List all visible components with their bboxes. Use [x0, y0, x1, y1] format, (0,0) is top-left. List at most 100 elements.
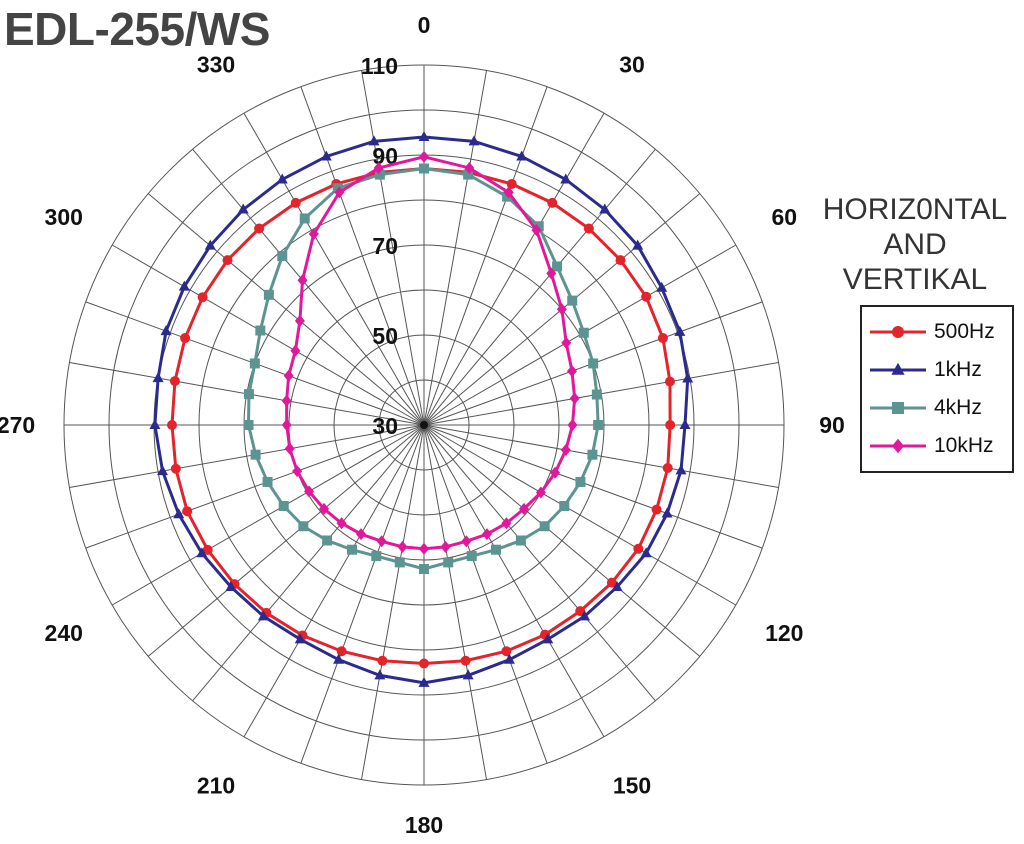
diamond-marker	[501, 517, 512, 530]
grid-spoke	[423, 424, 605, 738]
triangle-marker	[674, 325, 686, 336]
circle-marker	[665, 420, 676, 430]
square-marker	[443, 557, 454, 568]
grid-spoke	[423, 86, 548, 426]
circle-marker	[583, 223, 594, 234]
square-marker	[552, 261, 563, 272]
triangle-marker	[333, 653, 345, 664]
diamond-marker	[503, 186, 514, 199]
grid-spoke	[423, 424, 656, 702]
legend-title-line: HORIZ0NTAL	[822, 193, 1008, 226]
grid-spoke	[111, 424, 425, 606]
legend-item: 4kHz	[862, 393, 1012, 423]
square-marker	[322, 535, 333, 546]
legend-label: 4kHz	[934, 396, 982, 419]
circle-marker	[202, 544, 213, 555]
circle-marker	[615, 255, 626, 266]
grid-spoke	[85, 424, 425, 549]
diamond-marker	[464, 161, 475, 174]
angle-label: 270	[0, 412, 35, 438]
diamond-marker	[461, 535, 472, 548]
square-marker	[892, 402, 904, 414]
diamond-marker	[319, 502, 330, 515]
triangle-marker	[418, 131, 430, 141]
diamond-marker	[550, 466, 561, 479]
diamond-marker	[334, 186, 345, 199]
angle-label: 120	[765, 620, 803, 646]
diamond-marker	[373, 161, 384, 174]
grid-spoke	[300, 424, 425, 764]
circle-marker	[633, 543, 644, 554]
diamond-marker	[284, 442, 295, 455]
square-marker	[278, 501, 289, 511]
square-marker	[491, 544, 501, 555]
triangle-marker	[157, 465, 169, 476]
square-marker	[588, 358, 599, 369]
grid-spoke	[423, 148, 656, 426]
diamond-marker	[892, 438, 904, 454]
triangle-marker	[560, 173, 572, 184]
series-line-10kHz	[285, 155, 577, 551]
legend-label: 500Hz	[934, 320, 995, 343]
grid-spoke	[147, 193, 425, 426]
diamond-marker	[304, 485, 315, 498]
triangle-marker	[462, 669, 474, 680]
square-marker	[250, 449, 261, 460]
triangle-marker	[204, 239, 216, 250]
grid-spoke	[423, 424, 548, 764]
triangle-marker	[196, 547, 208, 558]
legend-title-line: AND	[883, 228, 947, 261]
diamond-marker	[356, 528, 366, 541]
triangle-marker	[611, 580, 623, 591]
triangle-marker	[173, 508, 185, 519]
triangle-marker	[320, 150, 332, 161]
circle-marker	[167, 420, 177, 430]
legend-swatch	[870, 438, 926, 454]
square-marker	[587, 449, 598, 460]
grid-spoke	[69, 424, 425, 489]
triangle-marker	[661, 507, 673, 518]
square-marker	[578, 327, 589, 338]
angle-label: 330	[197, 52, 235, 78]
diamond-marker	[397, 540, 408, 553]
grid-spoke	[192, 148, 425, 426]
diamond-marker	[281, 419, 292, 431]
circle-marker	[657, 333, 668, 344]
triangle-marker	[237, 203, 249, 214]
triangle-marker	[418, 676, 430, 687]
circle-marker	[290, 197, 301, 208]
triangle-marker	[656, 281, 668, 292]
triangle-marker	[368, 135, 380, 146]
grid-spoke	[360, 70, 425, 426]
diamond-marker	[419, 150, 429, 163]
square-marker	[567, 295, 578, 306]
legend-item: 10kHz	[862, 431, 1012, 461]
chart-title: EDL-255/WS	[4, 3, 270, 55]
grid-spoke	[423, 424, 737, 606]
diamond-marker	[567, 419, 578, 431]
diamond-marker	[419, 542, 429, 555]
diamond-marker	[290, 344, 301, 357]
grid-spoke	[243, 112, 425, 426]
grid-spoke	[360, 424, 425, 780]
triangle-marker	[503, 653, 515, 664]
square-marker	[243, 420, 254, 430]
triangle-marker	[160, 325, 172, 336]
square-marker	[347, 544, 357, 555]
center-dot	[420, 421, 428, 429]
circle-marker	[460, 655, 471, 666]
triangle-marker	[640, 547, 652, 558]
circle-marker	[501, 646, 512, 657]
radial-label: 70	[372, 233, 398, 259]
legend-swatch	[870, 362, 926, 375]
circle-marker	[182, 506, 193, 517]
grid-spoke	[423, 424, 701, 657]
grid-spoke	[423, 424, 763, 549]
angle-label: 210	[197, 772, 235, 798]
legend-swatch	[870, 326, 926, 338]
circle-marker	[336, 646, 347, 657]
radial-label: 50	[372, 323, 398, 349]
legend: 500Hz 1kHz 4kHz 10kHz	[860, 305, 1014, 473]
triangle-marker	[599, 203, 611, 214]
square-marker	[243, 389, 254, 400]
